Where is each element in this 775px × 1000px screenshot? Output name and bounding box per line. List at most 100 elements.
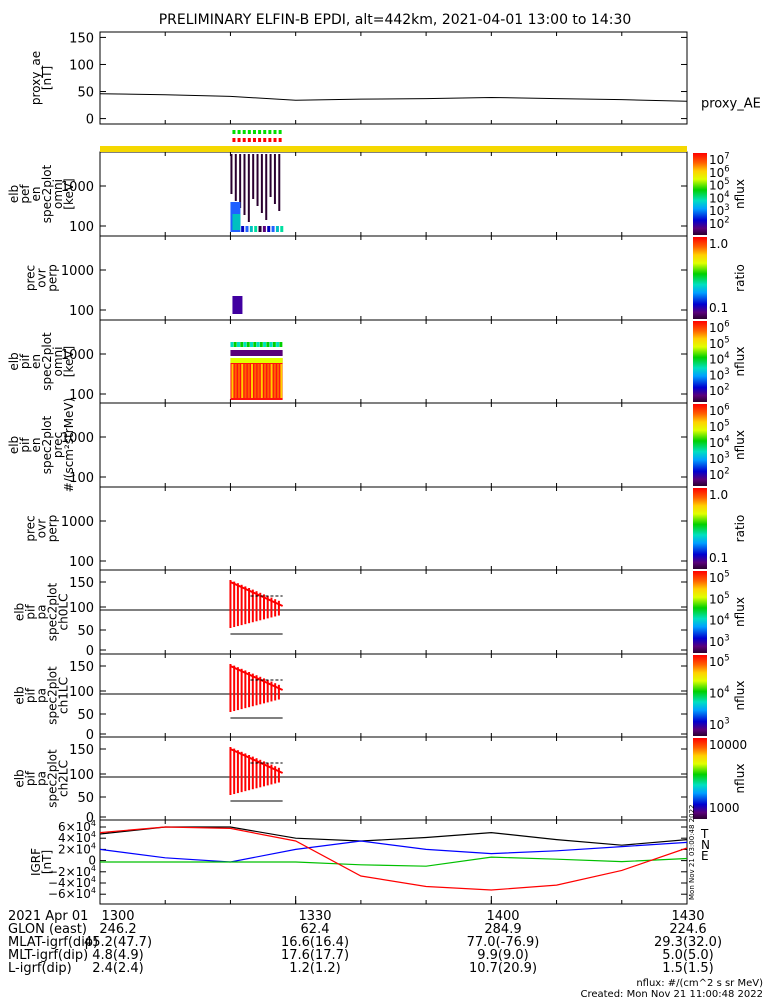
yticks-elb_pif_en_spec2plot_omni: 1000 100 xyxy=(61,348,687,403)
heat-cell xyxy=(240,342,244,347)
heat-cell xyxy=(239,154,242,208)
indicator-green xyxy=(237,130,241,134)
colorbar-tick: 102 xyxy=(709,466,730,482)
panel-elb_pif_en_spec2plot_prec: elbpifenspec2plotprec#/(scm²strMeV)10001… xyxy=(7,398,747,493)
ylabel-line: IGRF xyxy=(29,848,43,876)
heat-cell xyxy=(245,226,249,232)
footer-row-label: MLT-igrf(dip) xyxy=(8,948,89,963)
panel-elb_pif_pa_spec2plot_ch0LC: elbpifpaspec2plotch0LC150100500105105104… xyxy=(13,569,748,659)
heat-cell xyxy=(279,342,283,347)
ylabel-line: pa xyxy=(35,688,49,703)
xticks xyxy=(99,320,688,403)
x-tick-labels xyxy=(99,896,688,904)
ylabel-line: [keV] xyxy=(62,346,76,377)
ytick-label: 100 xyxy=(69,685,94,700)
ytick-label: 150 xyxy=(69,743,94,758)
heat-cell xyxy=(256,342,260,347)
colorbar-label: ratio xyxy=(733,515,747,543)
heat-cell xyxy=(230,358,283,363)
footer-row-label: L-igrf(dip) xyxy=(8,961,72,976)
xticks xyxy=(99,570,688,654)
ylabel-line: pif xyxy=(18,353,32,369)
ylabel-line: spec2plot xyxy=(46,749,60,808)
colorbar-label: nflux xyxy=(733,179,747,209)
ylabel-line: pef xyxy=(18,184,32,204)
panel-frame xyxy=(99,319,688,404)
heat-cell xyxy=(252,154,255,199)
ytick-label: 100 xyxy=(69,304,94,319)
ytick-label: 150 xyxy=(69,660,94,675)
panel-frame xyxy=(99,31,688,125)
footer-value: 29.3(32.0) xyxy=(653,935,723,950)
panel-proxy_ae: proxy_ae[nT] 150 100 50 0 proxy_AE xyxy=(29,31,761,127)
panel-elb_pef_en_spec2plot_omni: elbpefenspec2plotomni[keV]10001001071061… xyxy=(7,151,747,237)
ytick-label: 100 xyxy=(69,768,94,783)
heat-elb_pif_pa_spec2plot_ch2LC xyxy=(100,747,687,802)
heat-cell xyxy=(230,350,283,356)
colorbar-tick: 107 xyxy=(709,151,730,167)
heat-cell xyxy=(234,364,237,398)
ylabel-line: elb xyxy=(7,436,21,454)
ylabel-line: pif xyxy=(24,604,38,620)
ylabel-line: ch1LC xyxy=(57,677,71,714)
heat-cell xyxy=(267,364,270,398)
colorbar-tick: 1000 xyxy=(709,801,740,815)
footer-row-label: MLAT-igrf(dip) xyxy=(8,935,99,950)
indicator-green xyxy=(247,130,251,134)
heat-cell xyxy=(259,342,263,347)
ytick-label: 0 xyxy=(86,811,94,826)
indicator-red xyxy=(252,138,256,142)
heat-cell xyxy=(267,226,271,232)
ytick-label: 4×104 xyxy=(58,830,96,845)
colorbar-tick: 104 xyxy=(709,189,730,205)
pa-edge xyxy=(230,665,284,691)
panel-frame xyxy=(99,569,688,655)
colorbar-label: ratio xyxy=(733,264,747,292)
heat-cell xyxy=(272,342,276,347)
ylabel-line: perp xyxy=(46,515,60,543)
footer-value: 17.6(17.7) xyxy=(280,948,350,963)
colorbar-tick: 106 xyxy=(709,163,730,179)
footer-row-label: GLON (east) xyxy=(8,922,87,937)
colorbar-tick: 102 xyxy=(709,382,730,398)
colorbar-tick: 106 xyxy=(709,319,730,335)
orbit-bar xyxy=(100,146,687,152)
yticks-elb_pif_en_spec2plot_prec: 1000 100 xyxy=(61,431,687,486)
heat-cell xyxy=(264,364,267,398)
ylabel-line: en xyxy=(29,438,43,453)
series-line xyxy=(99,93,688,102)
heat-cell xyxy=(249,226,253,232)
ylabel-line: prec xyxy=(51,432,65,458)
footer-value: 1430 xyxy=(671,909,705,924)
colorbar-tick: 104 xyxy=(709,611,730,627)
ylabel-line: ch0LC xyxy=(57,594,71,631)
indicator-green xyxy=(242,130,246,134)
indicator-red xyxy=(232,138,236,142)
ylabel-line: omni xyxy=(51,347,65,377)
pa-edge xyxy=(230,748,284,774)
created-note: Created: Mon Nov 21 11:00:48 2022 xyxy=(580,989,763,1000)
ytick-label: 150 xyxy=(69,576,94,591)
heat-cell xyxy=(273,154,276,204)
ylabel-IGRF: IGRF[nT] xyxy=(29,848,54,876)
heat-cell xyxy=(273,364,276,398)
colorbar-tick: 0.1 xyxy=(709,301,728,315)
ylabel-line: perp xyxy=(46,264,60,292)
colorbar-rect xyxy=(693,488,707,569)
footer-value: 5.0(5.0) xyxy=(662,948,714,963)
heat-elb_pif_pa_spec2plot_ch0LC xyxy=(100,580,687,635)
colorbar-tick: 103 xyxy=(709,202,730,218)
heat-elb_pif_en_spec2plot_omni xyxy=(230,342,283,400)
heat-cell xyxy=(265,154,268,220)
heat-cell xyxy=(266,342,270,347)
panel-frame xyxy=(99,402,688,488)
ytick-label: 6×104 xyxy=(58,819,96,834)
ytick-label: 1000 xyxy=(61,348,94,363)
